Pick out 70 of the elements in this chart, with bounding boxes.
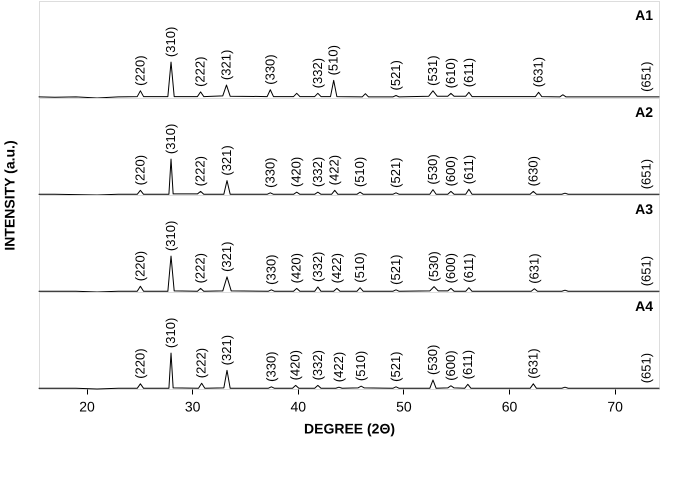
x-tick-label: 20: [79, 398, 96, 414]
text: A4: [635, 298, 654, 314]
annotation: (222): [194, 348, 209, 378]
annotation: (510): [326, 45, 341, 76]
annotation: (521): [388, 60, 403, 90]
annotation: (651): [638, 158, 654, 190]
annotation: (310): [163, 124, 178, 154]
annotation: (310): [163, 220, 178, 252]
annotation: (332): [310, 252, 325, 282]
annotation: (422): [330, 352, 346, 382]
annotation: (631): [526, 253, 542, 284]
annotation: (531): [424, 55, 440, 86]
annotation: (521): [388, 351, 403, 382]
x-axis-title: DEGREE (2Θ): [304, 420, 396, 436]
annotation: (330): [263, 351, 278, 382]
annotation: (510): [353, 350, 368, 382]
annotation: (321): [219, 334, 234, 366]
x-tick-label: 40: [290, 398, 306, 414]
annotation: (610): [442, 58, 458, 88]
annotation: (220): [132, 154, 148, 186]
text: A1: [635, 7, 654, 23]
annotation: (330): [263, 254, 278, 285]
annotation: (651): [638, 62, 654, 92]
annotation: (220): [132, 55, 148, 86]
x-tick-label: 70: [607, 398, 624, 414]
annotation: (420): [288, 350, 303, 380]
annotation: (600): [442, 156, 458, 186]
annotation: (220): [132, 250, 148, 282]
annotation: (332): [310, 58, 325, 88]
annotation: (600): [442, 350, 458, 381]
annotation: (310): [163, 26, 178, 58]
annotation: (321): [219, 242, 234, 272]
annotation: (510): [352, 156, 368, 188]
annotation: (222): [192, 253, 208, 284]
annotation: (651): [638, 256, 654, 286]
annotation: (611): [460, 154, 476, 184]
annotation: (600): [442, 253, 458, 284]
annotation: (630): [525, 156, 540, 186]
annotation: (651): [638, 352, 654, 384]
annotation: (420): [288, 253, 304, 284]
annotation: (521): [388, 254, 403, 285]
annotation: (422): [328, 253, 344, 284]
annotation: (332): [310, 156, 325, 188]
annotation: (310): [163, 318, 178, 348]
y-axis-title: INTENSITY (a.u.): [2, 140, 18, 251]
annotation: (330): [262, 54, 278, 85]
text: A2: [635, 104, 654, 120]
annotation: (222): [192, 56, 208, 87]
annotation: (611): [460, 58, 476, 88]
x-tick-label: 30: [184, 398, 201, 414]
annotation: (510): [352, 252, 368, 283]
annotation: (530): [424, 154, 440, 185]
annotation: (530): [426, 251, 442, 282]
annotation: (611): [460, 253, 476, 283]
x-tick-label: 50: [396, 398, 412, 414]
x-tick-label: 60: [502, 398, 518, 414]
annotation: (530): [424, 344, 440, 376]
annotation: (420): [288, 156, 304, 188]
annotation: (220): [132, 348, 148, 379]
annotation: (332): [310, 350, 325, 380]
annotation: (222): [192, 156, 208, 186]
annotation: (330): [262, 157, 278, 188]
annotation: (631): [530, 56, 546, 88]
annotation: (422): [326, 154, 342, 186]
annotation: (521): [388, 157, 403, 188]
text: A3: [635, 201, 654, 217]
annotation: (321): [219, 145, 234, 176]
annotation: (631): [525, 348, 540, 379]
annotation: (611): [460, 350, 475, 380]
annotation: (321): [218, 50, 234, 80]
